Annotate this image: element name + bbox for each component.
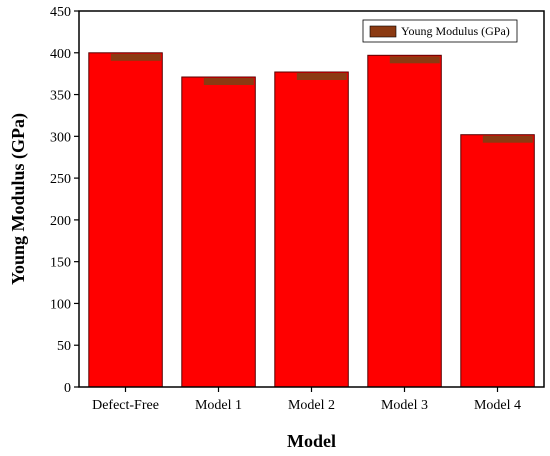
bar-cap xyxy=(203,78,254,85)
x-tick-label: Model 3 xyxy=(381,398,428,413)
y-tick-label: 150 xyxy=(50,256,71,271)
legend-swatch xyxy=(369,25,397,38)
y-tick-label: 0 xyxy=(64,381,71,396)
x-tick-label: Model 4 xyxy=(474,398,521,413)
bar-model-3 xyxy=(367,54,442,388)
legend-box xyxy=(362,19,518,43)
y-tick-label: 350 xyxy=(50,89,71,104)
x-tick-label: Model 2 xyxy=(288,398,335,413)
bar-cap xyxy=(482,135,533,143)
bar-model-1 xyxy=(181,76,256,388)
bar-cap xyxy=(296,73,347,80)
y-tick-label: 300 xyxy=(50,130,71,145)
y-tick-label: 200 xyxy=(50,214,71,229)
x-tick-label: Model 1 xyxy=(195,398,242,413)
legend-label: Young Modulus (GPa) xyxy=(401,24,510,38)
bars-group xyxy=(88,52,535,388)
bar-cap xyxy=(110,53,161,61)
y-tick-label: 50 xyxy=(57,339,71,354)
y-tick-label: 400 xyxy=(50,47,71,62)
bar-defect-free xyxy=(88,52,163,388)
bar-model-2 xyxy=(274,71,349,388)
y-tick-label: 100 xyxy=(50,297,71,312)
y-tick-label: 250 xyxy=(50,172,71,187)
y-axis-title: Young Modulus (GPa) xyxy=(8,113,29,285)
x-tick-label: Defect-Free xyxy=(92,398,159,413)
bar-model-4 xyxy=(460,134,535,388)
x-axis-ticks: Defect-Free Model 1 Model 2 Model 3 Model 4 xyxy=(92,387,521,413)
x-axis-title: Model xyxy=(287,431,336,451)
y-axis-ticks: 0 50 100 150 200 250 300 350 400 450 xyxy=(50,5,79,396)
bar-cap xyxy=(389,56,440,64)
legend: Young Modulus (GPa) xyxy=(362,19,518,43)
y-tick-label: 450 xyxy=(50,5,71,20)
